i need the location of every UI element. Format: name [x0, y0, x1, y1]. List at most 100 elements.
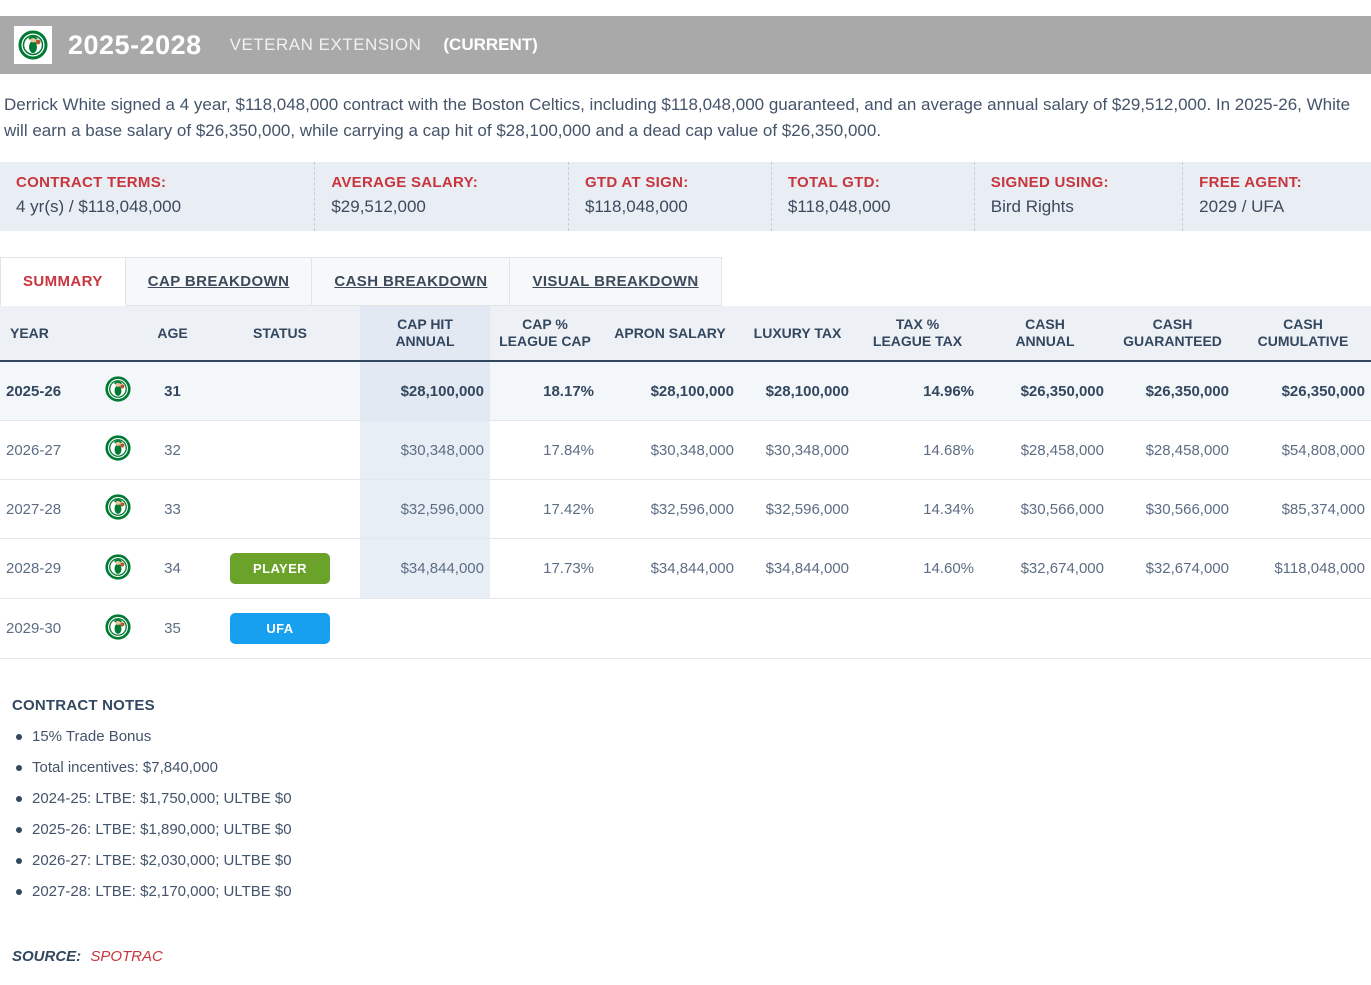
table-row-2028-29: 2028-29 34 PLAYER $34,844,000 17.73% $34,844…	[0, 538, 1371, 599]
apron-salary-cell: $28,100,000	[600, 361, 740, 421]
luxury-tax-cell: $34,844,000	[740, 538, 855, 599]
tab-cap-breakdown[interactable]: CAP BREAKDOWN	[125, 257, 313, 306]
source-link[interactable]: SPOTRAC	[90, 948, 163, 965]
tab-link[interactable]: CASH BREAKDOWN	[334, 273, 488, 290]
tab-cash-breakdown[interactable]: CASH BREAKDOWN	[312, 257, 511, 306]
luxury-tax-cell: $28,100,000	[740, 361, 855, 421]
status-cell: UFA	[200, 598, 360, 659]
cash-annual-cell: $30,566,000	[980, 479, 1110, 539]
team-logo-cell	[90, 361, 145, 421]
term-value: $118,048,000	[584, 197, 688, 216]
celtics-logo-icon	[104, 494, 131, 520]
celtics-logo-icon	[104, 376, 131, 402]
contract-note-item: 2026-27: LTBE: $2,030,000; ULTBE $0	[12, 852, 1359, 869]
contract-summary-text: Derrick White signed a 4 year, $118,048,…	[4, 95, 1351, 140]
column-header-apron-salary: APRON SALARY	[600, 306, 740, 362]
term-label: TOTAL GTD:	[787, 174, 881, 191]
cap-hit-cell: $34,844,000	[360, 538, 490, 599]
tab-summary[interactable]: SUMMARY	[0, 257, 126, 306]
cash-annual-cell: $32,674,000	[980, 538, 1110, 599]
cash-cumulative-cell: $54,808,000	[1235, 420, 1371, 480]
cap-hit-cell	[360, 598, 490, 659]
cap-pct-cell	[490, 598, 600, 659]
contract-note-item: 2027-28: LTBE: $2,170,000; ULTBE $0	[12, 883, 1359, 900]
column-header-cash-cumulative: CASH CUMULATIVE	[1235, 306, 1371, 362]
column-header-status: STATUS	[200, 306, 360, 362]
cash-guaranteed-cell: $28,458,000	[1110, 420, 1235, 480]
term-average-salary: AVERAGE SALARY: $29,512,000	[315, 162, 569, 231]
contract-notes-title: CONTRACT NOTES	[12, 697, 155, 714]
current-flag: (CURRENT)	[443, 35, 538, 54]
tab-link[interactable]: VISUAL BREAKDOWN	[532, 273, 699, 290]
team-logo-cell	[90, 538, 145, 599]
term-gtd-at-sign: GTD AT SIGN: $118,048,000	[569, 162, 772, 231]
table-row-2027-28: 2027-28 33 $32,596,000 17.42% $32,596,000 $3…	[0, 479, 1371, 539]
breakdown-tabs: SUMMARY CAP BREAKDOWN CASH BREAKDOWN VISUAL…	[0, 257, 1371, 306]
table-header-row: YEAR AGE STATUS CAP HIT ANNUAL CAP % LEAGUE CA…	[0, 306, 1371, 362]
cash-cumulative-cell: $118,048,000	[1235, 538, 1371, 599]
age-cell: 31	[145, 361, 200, 421]
year-cell: 2028-29	[0, 538, 90, 599]
year-cell: 2025-26	[0, 361, 90, 421]
tax-pct-cell	[855, 598, 980, 659]
status-badge-ufa: UFA	[230, 613, 330, 644]
cap-pct-cell: 17.84%	[490, 420, 600, 480]
contract-note-item: 2024-25: LTBE: $1,750,000; ULTBE $0	[12, 790, 1359, 807]
status-cell	[200, 479, 360, 539]
apron-salary-cell: $34,844,000	[600, 538, 740, 599]
term-label: SIGNED USING:	[990, 174, 1109, 191]
cap-hit-cell: $30,348,000	[360, 420, 490, 480]
year-cell: 2027-28	[0, 479, 90, 539]
contract-notes-section: CONTRACT NOTES 15% Trade Bonus Total ince…	[0, 697, 1371, 900]
team-logo-cell	[90, 479, 145, 539]
cash-guaranteed-cell	[1110, 598, 1235, 659]
column-header-logo	[90, 306, 145, 362]
column-header-cap-league-cap: CAP % LEAGUE CAP	[490, 306, 600, 362]
cap-hit-cell: $28,100,000	[360, 361, 490, 421]
apron-salary-cell	[600, 598, 740, 659]
term-contract-terms: CONTRACT TERMS: 4 yr(s) / $118,048,000	[0, 162, 316, 231]
salary-table: YEAR AGE STATUS CAP HIT ANNUAL CAP % LEAGUE CA…	[0, 306, 1371, 659]
term-value: $118,048,000	[787, 197, 891, 216]
team-logo-box	[14, 26, 52, 64]
cash-cumulative-cell: $26,350,000	[1235, 361, 1371, 421]
term-value: $29,512,000	[331, 197, 426, 216]
luxury-tax-cell: $30,348,000	[740, 420, 855, 480]
celtics-logo-icon	[104, 553, 131, 580]
term-signed-using: SIGNED USING: Bird Rights	[975, 162, 1184, 231]
cap-pct-cell: 17.73%	[490, 538, 600, 599]
contract-type-label: VETERAN EXTENSION	[229, 35, 422, 54]
apron-salary-cell: $32,596,000	[600, 479, 740, 539]
contract-note-item: 15% Trade Bonus	[12, 728, 1359, 745]
term-value: Bird Rights	[990, 197, 1074, 216]
status-badge-player: PLAYER	[230, 553, 330, 584]
source-label: SOURCE:	[12, 948, 82, 965]
column-header-luxury-tax: LUXURY TAX	[740, 306, 855, 362]
column-header-age: AGE	[145, 306, 200, 362]
year-cell: 2026-27	[0, 420, 90, 480]
term-value: 2029 / UFA	[1199, 197, 1285, 216]
contract-note-item: 2025-26: LTBE: $1,890,000; ULTBE $0	[12, 821, 1359, 838]
contract-header-bar: 2025-2028 VETERAN EXTENSION (CURRENT)	[0, 16, 1371, 74]
column-header-year: YEAR	[0, 306, 90, 362]
year-cell: 2029-30	[0, 598, 90, 659]
celtics-logo-icon	[104, 613, 131, 640]
tab-link[interactable]: CAP BREAKDOWN	[147, 273, 290, 290]
luxury-tax-cell: $32,596,000	[740, 479, 855, 539]
contract-terms-strip: CONTRACT TERMS: 4 yr(s) / $118,048,000 AVE…	[0, 162, 1371, 231]
tab-visual-breakdown[interactable]: VISUAL BREAKDOWN	[510, 257, 722, 306]
cash-cumulative-cell	[1235, 598, 1371, 659]
column-header-tax-league-tax: TAX % LEAGUE TAX	[855, 306, 980, 362]
table-row-2029-30: 2029-30 35 UFA	[0, 598, 1371, 659]
tax-pct-cell: 14.96%	[855, 361, 980, 421]
table-row-2026-27: 2026-27 32 $30,348,000 17.84% $30,348,000 $3…	[0, 420, 1371, 480]
term-label: GTD AT SIGN:	[584, 174, 689, 191]
age-cell: 34	[145, 538, 200, 599]
team-logo-cell	[90, 420, 145, 480]
term-total-gtd: TOTAL GTD: $118,048,000	[772, 162, 975, 231]
table-row-2025-26: 2025-26 31 $28,100,000 18.17% $28,100,000 $2…	[0, 361, 1371, 421]
term-label: CONTRACT TERMS:	[16, 174, 167, 191]
term-label: FREE AGENT:	[1199, 174, 1302, 191]
team-logo-cell	[90, 598, 145, 659]
cash-annual-cell: $26,350,000	[980, 361, 1110, 421]
